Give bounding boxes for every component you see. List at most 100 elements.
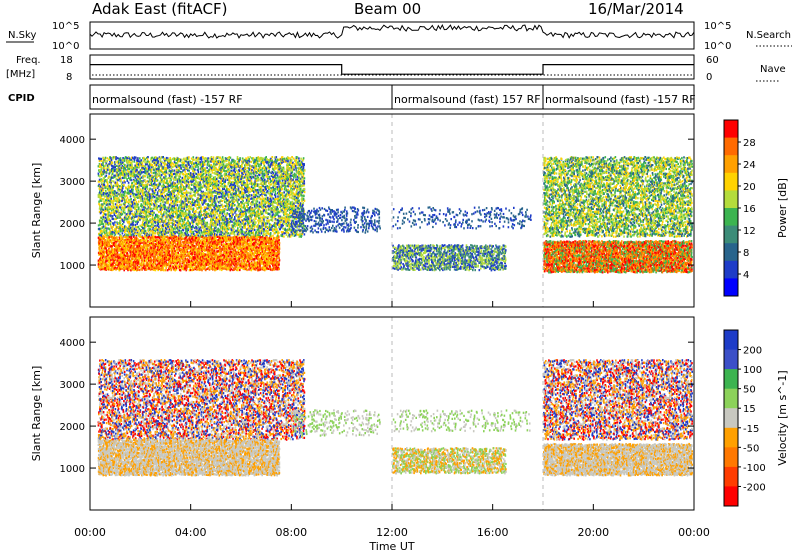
range-cell <box>249 209 251 211</box>
range-cell <box>251 214 253 216</box>
range-cell <box>231 224 233 226</box>
range-cell <box>130 212 132 214</box>
range-cell <box>207 223 209 225</box>
range-cell <box>111 161 113 163</box>
range-cell <box>234 234 236 236</box>
range-cell <box>124 212 126 214</box>
range-cell <box>233 228 235 230</box>
range-cell <box>162 218 164 220</box>
range-cell <box>154 196 156 198</box>
range-cell <box>270 197 272 199</box>
range-cell <box>142 177 144 179</box>
range-cell <box>238 222 240 224</box>
range-cell <box>249 183 251 185</box>
range-cell <box>172 158 174 160</box>
range-cell <box>101 233 103 235</box>
range-cell <box>188 170 190 172</box>
range-cell <box>260 216 262 218</box>
range-cell <box>241 180 243 182</box>
range-cell <box>191 178 193 180</box>
range-cell <box>138 207 140 209</box>
range-cell <box>216 180 218 182</box>
range-cell <box>123 221 125 223</box>
range-cell <box>172 213 174 215</box>
range-cell <box>265 156 267 158</box>
range-cell <box>155 232 157 234</box>
range-cell <box>208 209 210 211</box>
range-cell <box>104 206 106 208</box>
range-cell <box>237 201 239 203</box>
range-cell <box>138 201 140 203</box>
range-cell <box>147 176 149 178</box>
range-cell <box>210 178 212 180</box>
range-cell <box>261 219 263 221</box>
range-cell <box>249 230 251 232</box>
range-cell <box>270 229 272 231</box>
range-cell <box>191 158 193 160</box>
range-cell <box>101 167 103 169</box>
range-cell <box>172 166 174 168</box>
range-cell <box>228 224 230 226</box>
range-cell <box>267 216 269 218</box>
range-cell <box>272 235 274 237</box>
nave-tick-top: 60 <box>706 55 719 66</box>
range-cell <box>110 198 112 200</box>
range-cell <box>124 160 126 162</box>
range-cell <box>148 173 150 175</box>
range-cell <box>268 192 270 194</box>
range-cell <box>188 198 190 200</box>
range-cell <box>246 180 248 182</box>
range-cell <box>117 157 119 159</box>
range-cell <box>267 185 269 187</box>
range-cell <box>203 167 205 169</box>
range-cell <box>217 213 219 215</box>
range-cell <box>109 228 111 230</box>
range-cell <box>104 184 106 186</box>
range-cell <box>189 211 191 213</box>
range-cell <box>175 207 177 209</box>
range-cell <box>234 218 236 220</box>
range-cell <box>122 187 124 189</box>
range-cell <box>244 208 246 210</box>
range-cell <box>166 178 168 180</box>
range-cell <box>224 213 226 215</box>
range-cell <box>213 211 215 213</box>
range-cell <box>173 228 175 230</box>
range-cell <box>257 189 259 191</box>
range-cell <box>211 158 213 160</box>
range-cell <box>230 191 232 193</box>
range-cell <box>147 158 149 160</box>
range-cell <box>154 159 156 161</box>
range-cell <box>242 200 244 202</box>
range-cell <box>192 189 194 191</box>
range-cell <box>249 160 251 162</box>
range-cell <box>162 225 164 227</box>
range-cell <box>150 230 152 232</box>
range-cell <box>101 194 103 196</box>
range-cell <box>137 213 139 215</box>
range-cell <box>149 205 151 207</box>
range-cell <box>265 188 267 190</box>
range-cell <box>111 159 113 161</box>
range-cell <box>263 161 265 163</box>
range-cell <box>171 226 173 228</box>
range-cell <box>101 230 103 232</box>
range-cell <box>178 230 180 232</box>
range-cell <box>234 225 236 227</box>
range-cell <box>124 181 126 183</box>
range-cell <box>201 207 203 209</box>
range-cell <box>161 193 163 195</box>
range-cell <box>133 193 135 195</box>
range-cell <box>273 186 275 188</box>
range-cell <box>142 198 144 200</box>
range-cell <box>159 160 161 162</box>
range-cell <box>268 209 270 211</box>
range-cell <box>148 215 150 217</box>
range-cell <box>109 203 111 205</box>
range-cell <box>186 206 188 208</box>
range-cell <box>142 165 144 167</box>
range-cell <box>145 181 147 183</box>
range-cell <box>269 186 271 188</box>
range-cell <box>179 220 181 222</box>
range-cell <box>203 173 205 175</box>
